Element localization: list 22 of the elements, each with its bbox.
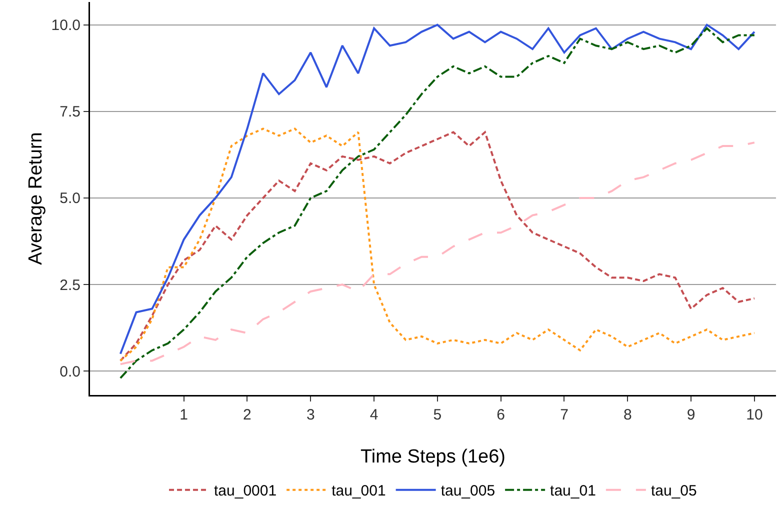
x-tick-label: 8 xyxy=(623,406,632,424)
y-tick-label: 0.0 xyxy=(60,363,80,380)
y-tick-label: 7.5 xyxy=(60,104,80,121)
legend-label: tau_001 xyxy=(332,482,386,500)
x-tick-label: 9 xyxy=(686,406,696,424)
y-tick-label: 10.0 xyxy=(51,17,80,34)
legend-label: tau_05 xyxy=(650,482,697,500)
y-axis-title: Average Return xyxy=(26,132,46,265)
x-tick-label: 6 xyxy=(496,406,506,424)
x-tick-label: 3 xyxy=(306,406,315,424)
x-tick-label: 4 xyxy=(370,406,378,424)
x-tick-label: 5 xyxy=(433,406,442,424)
legend-label: tau_01 xyxy=(550,482,596,500)
x-tick-label: 10 xyxy=(746,406,763,424)
x-tick-label: 7 xyxy=(560,406,568,424)
y-tick-label: 2.5 xyxy=(60,276,80,294)
x-axis-title: Time Steps (1e6) xyxy=(360,446,506,468)
y-tick-label: 5.0 xyxy=(60,190,80,208)
legend-label: tau_005 xyxy=(440,482,496,500)
x-tick-label: 2 xyxy=(243,406,252,424)
legend-label: tau_0001 xyxy=(214,482,277,500)
x-tick-label: 1 xyxy=(180,406,188,424)
